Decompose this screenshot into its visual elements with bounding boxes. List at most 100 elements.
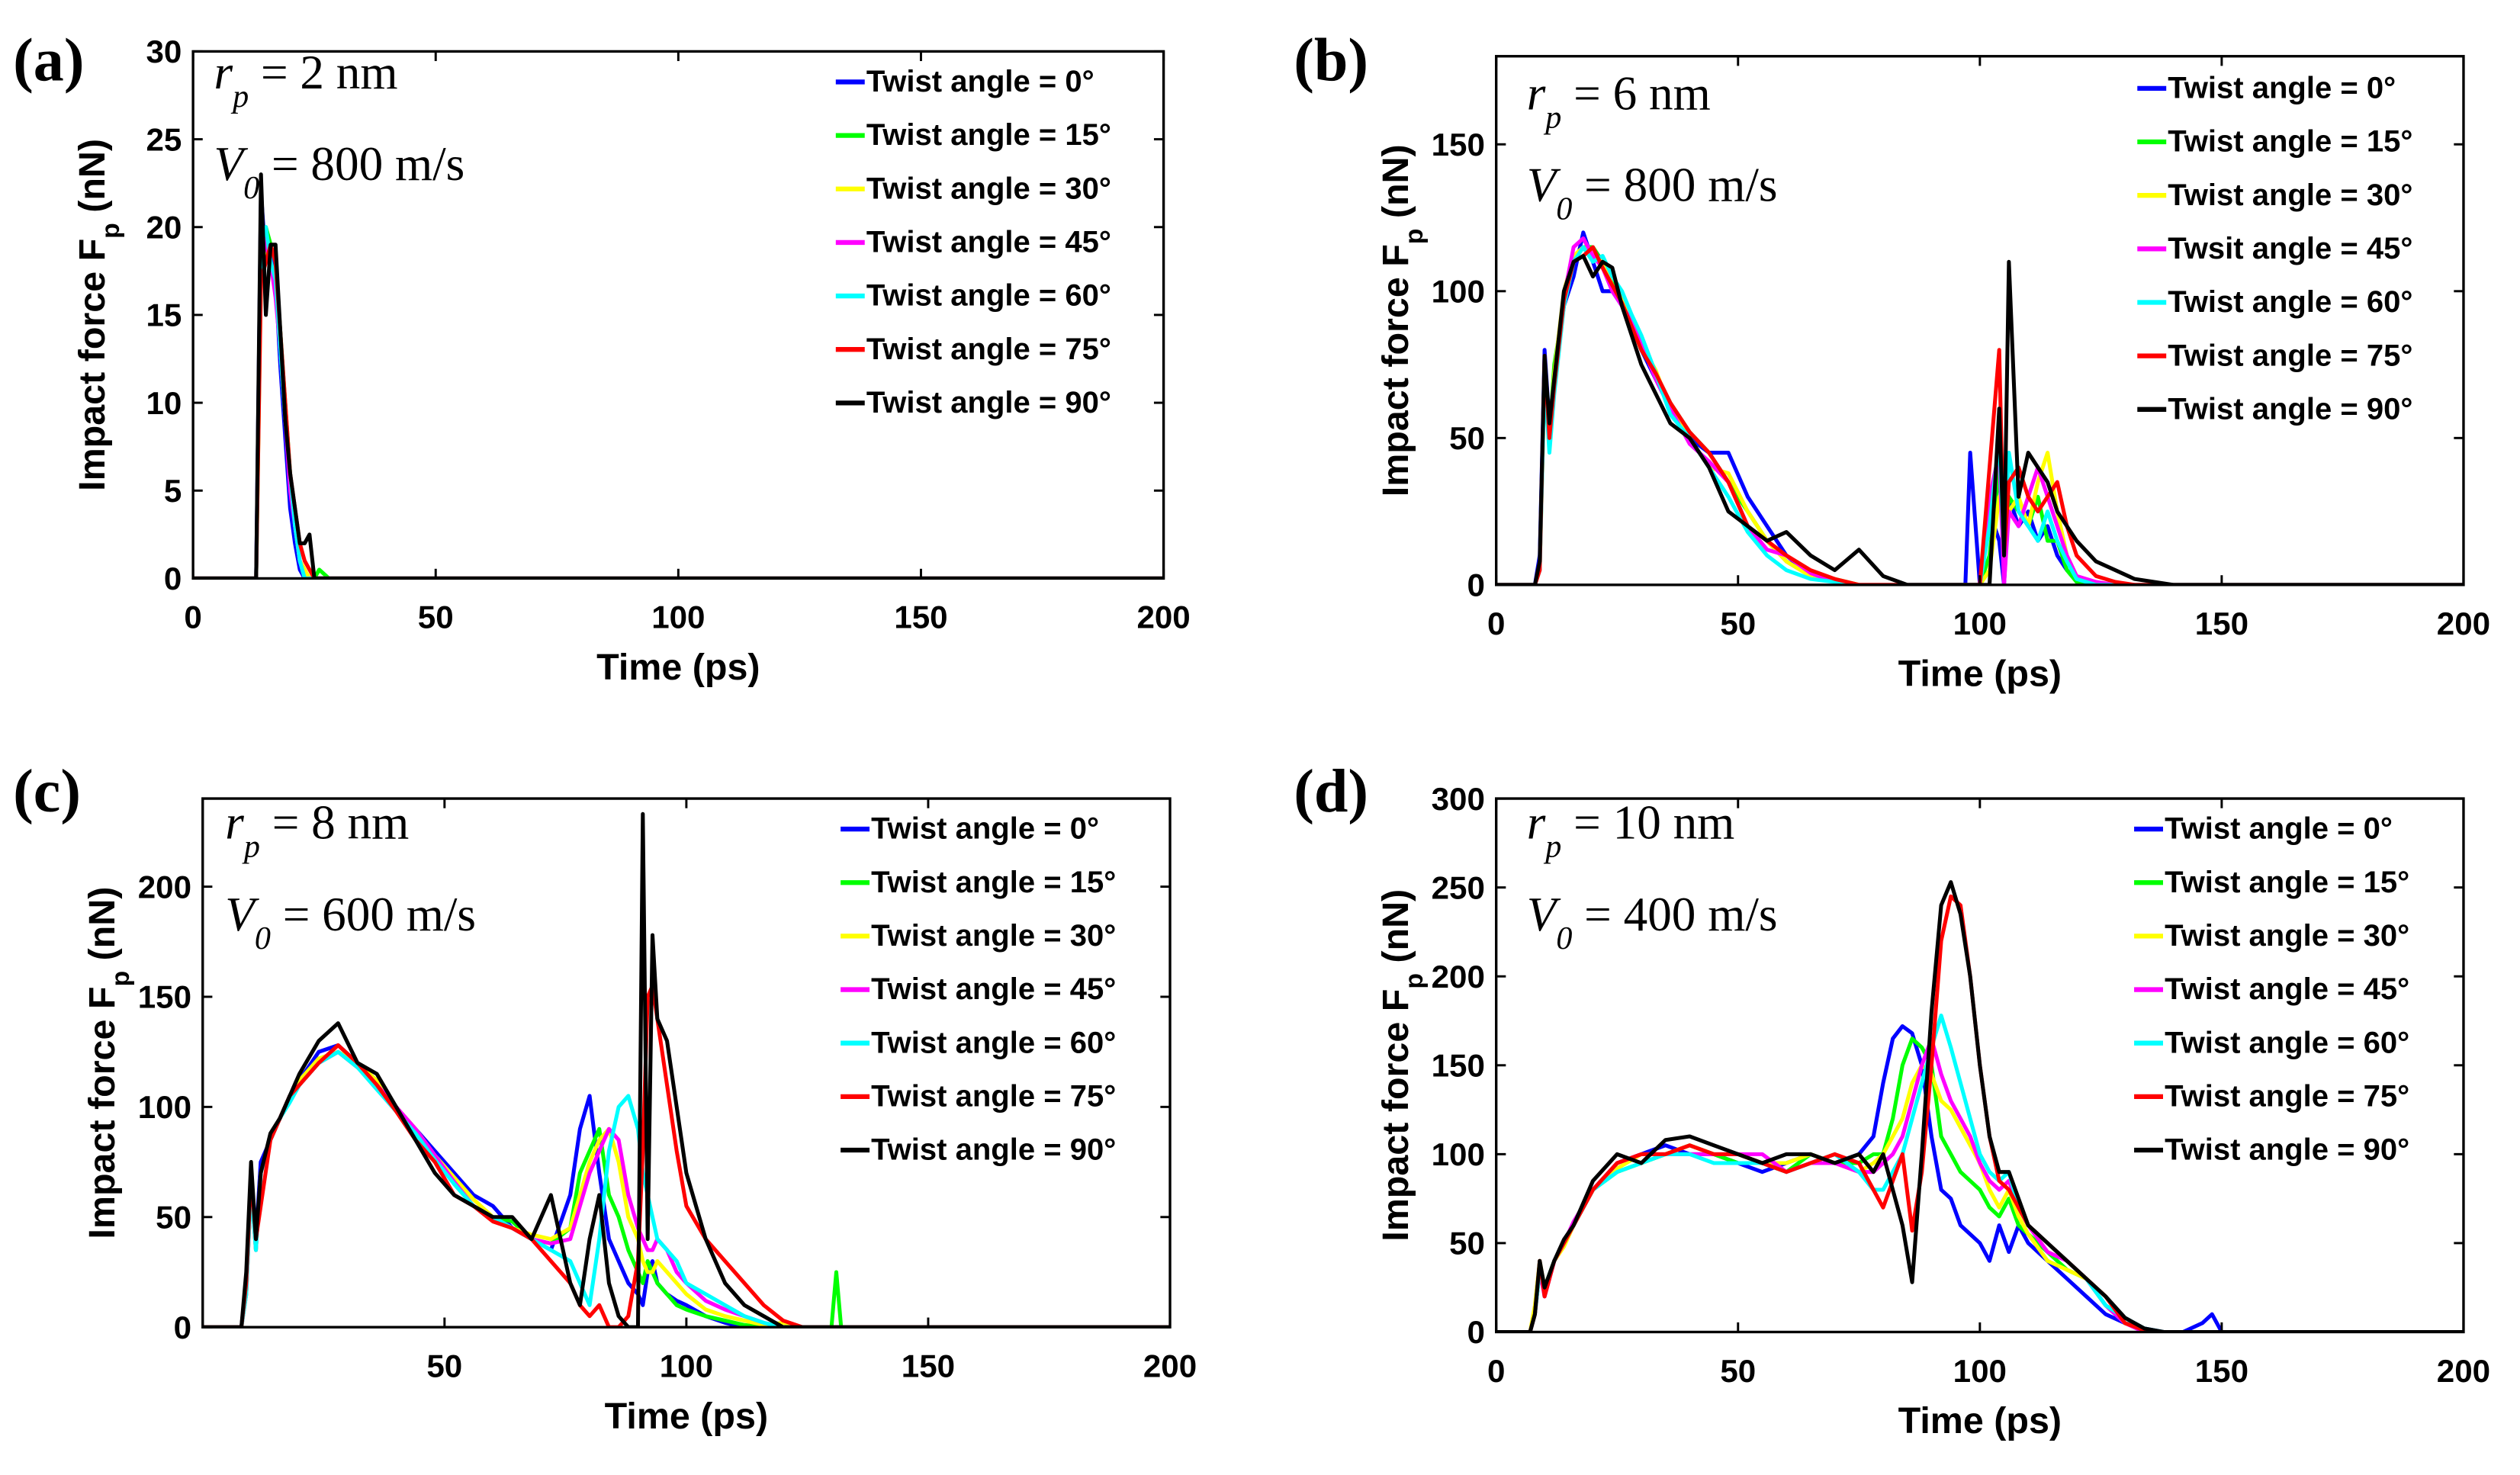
panel: 50 100 150 200 0 50 100 150 200 Time (ps) Impact f… (13, 758, 1197, 1437)
y-axis-label-part: (nN) (72, 139, 113, 223)
y-tick-label: 100 (1432, 1136, 1485, 1172)
y-axis-label-part: (nN) (1375, 889, 1416, 973)
legend-label: Twist angle = 0° (2168, 72, 2396, 105)
y-tick-label: 0 (164, 561, 182, 596)
annotation-part: p (1543, 828, 1561, 864)
y-tick-label: 5 (164, 473, 182, 509)
x-tick-label: 50 (1720, 1353, 1756, 1389)
plot-area (1496, 56, 2464, 585)
annotation-part: V (1527, 158, 1561, 211)
series-line (202, 811, 1171, 1328)
y-axis-label: Impact force Fp (nN) (72, 139, 125, 491)
annotation: V0 = 800 m/s (1527, 158, 1778, 226)
y-tick-label: 200 (138, 869, 191, 905)
x-axis-label: Time (ps) (1898, 1400, 2062, 1441)
annotation-part: = 6 nm (1561, 66, 1710, 120)
y-tick-label: 50 (1449, 1226, 1485, 1261)
y-axis-label-part: Impact force F (72, 239, 113, 491)
x-tick-label: 200 (1143, 1348, 1197, 1383)
x-tick-label: 50 (418, 599, 454, 635)
annotation: rp = 10 nm (1527, 796, 1735, 865)
annotation: V0 = 400 m/s (1527, 888, 1778, 956)
annotation-part: r (225, 796, 244, 850)
annotation-part: = 800 m/s (259, 137, 464, 191)
annotation-part: p (230, 78, 249, 114)
legend-label: Twist angle = 60° (871, 1026, 1116, 1059)
y-axis-label: Impact force Fp (nN) (1375, 889, 1429, 1242)
annotation-part: p (242, 828, 260, 864)
legend-label: Twist angle = 75° (871, 1080, 1116, 1113)
annotation: rp = 8 nm (225, 796, 409, 865)
annotation: V0 = 800 m/s (214, 137, 465, 206)
annotation-part: = 2 nm (249, 46, 397, 99)
x-tick-label: 200 (2437, 1353, 2490, 1389)
y-tick-label: 10 (146, 385, 182, 421)
y-tick-label: 30 (146, 34, 182, 69)
y-axis-label-part: p (1400, 229, 1429, 245)
legend-label: Twist angle = 0° (871, 812, 1099, 846)
legend-label: Twist angle = 60° (2168, 285, 2412, 319)
annotation-part: = 8 nm (260, 796, 409, 850)
panel-label: (d) (1294, 758, 1368, 825)
annotation-part: r (1527, 66, 1546, 120)
y-tick-label: 25 (146, 121, 182, 157)
annotation-part: 0 (255, 920, 271, 956)
annotation-part: V (225, 888, 259, 941)
y-tick-label: 50 (156, 1200, 191, 1236)
y-axis-label: Impact force Fp (nN) (1375, 144, 1429, 496)
annotation: V0 = 600 m/s (225, 888, 476, 956)
y-axis-label-part: p (96, 223, 125, 239)
legend-label: Twist angle = 75° (2168, 339, 2412, 372)
annotation-part: r (1527, 796, 1546, 850)
x-tick-label: 100 (1953, 606, 2007, 641)
series-line (1496, 254, 2464, 585)
legend-label: Twist angle = 75° (2165, 1080, 2409, 1113)
x-tick-label: 0 (184, 599, 201, 635)
legend-label: Twist angle = 90° (2165, 1133, 2409, 1167)
y-tick-label: 250 (1432, 869, 1485, 905)
legend-label: Twist angle = 45° (871, 972, 1116, 1006)
panel: 0 50 100 150 200 0 50 100 150 200 250 300 Time (ps) I… (1294, 758, 2490, 1441)
legend-label: Twist angle = 45° (866, 226, 1111, 259)
y-axis-label-part: p (1400, 973, 1429, 989)
annotation-part: = 600 m/s (271, 888, 476, 941)
annotation-part: 0 (243, 169, 259, 205)
y-tick-label: 0 (174, 1310, 191, 1345)
annotation-part: r (214, 46, 233, 99)
legend-label: Twist angle = 15° (2168, 125, 2412, 159)
annotation-part: 0 (1556, 191, 1572, 227)
legend-label: Twist angle = 0° (2165, 812, 2393, 846)
x-tick-label: 0 (1487, 606, 1505, 641)
x-axis-label: Time (ps) (596, 647, 760, 688)
legend-label: Twist angle = 60° (2165, 1026, 2409, 1059)
y-tick-label: 50 (1449, 420, 1485, 456)
legend-label: Twist angle = 15° (866, 118, 1111, 152)
y-tick-label: 300 (1432, 781, 1485, 817)
y-axis-label-part: (nN) (82, 887, 123, 971)
legend-label: Twist angle = 30° (2168, 178, 2412, 212)
series-line (1496, 245, 2464, 585)
y-axis-label-part: (nN) (1375, 144, 1416, 228)
y-tick-label: 15 (146, 297, 182, 333)
legend-label: Twist angle = 90° (866, 386, 1111, 419)
y-tick-label: 100 (1432, 274, 1485, 310)
x-tick-label: 50 (426, 1348, 462, 1383)
y-axis-label: Impact force Fp (nN) (82, 887, 135, 1239)
y-tick-label: 150 (1432, 1048, 1485, 1084)
legend-label: Twist angle = 30° (871, 919, 1116, 953)
x-tick-label: 200 (1136, 599, 1190, 635)
x-tick-label: 100 (660, 1348, 713, 1383)
panel-label: (a) (13, 27, 84, 94)
legend-label: Twist angle = 60° (866, 279, 1111, 313)
x-tick-label: 50 (1720, 606, 1756, 641)
y-tick-label: 20 (146, 210, 182, 246)
legend-label: Twist angle = 75° (866, 333, 1111, 366)
y-axis-label-part: p (106, 971, 135, 987)
x-tick-label: 0 (1487, 1353, 1505, 1389)
x-axis-label: Time (ps) (1898, 654, 2062, 695)
x-tick-label: 100 (1953, 1353, 2007, 1389)
series-line (202, 1049, 1171, 1328)
x-tick-label: 150 (2195, 1353, 2248, 1389)
y-tick-label: 150 (138, 979, 191, 1015)
legend-label: Twist angle = 90° (871, 1133, 1116, 1167)
